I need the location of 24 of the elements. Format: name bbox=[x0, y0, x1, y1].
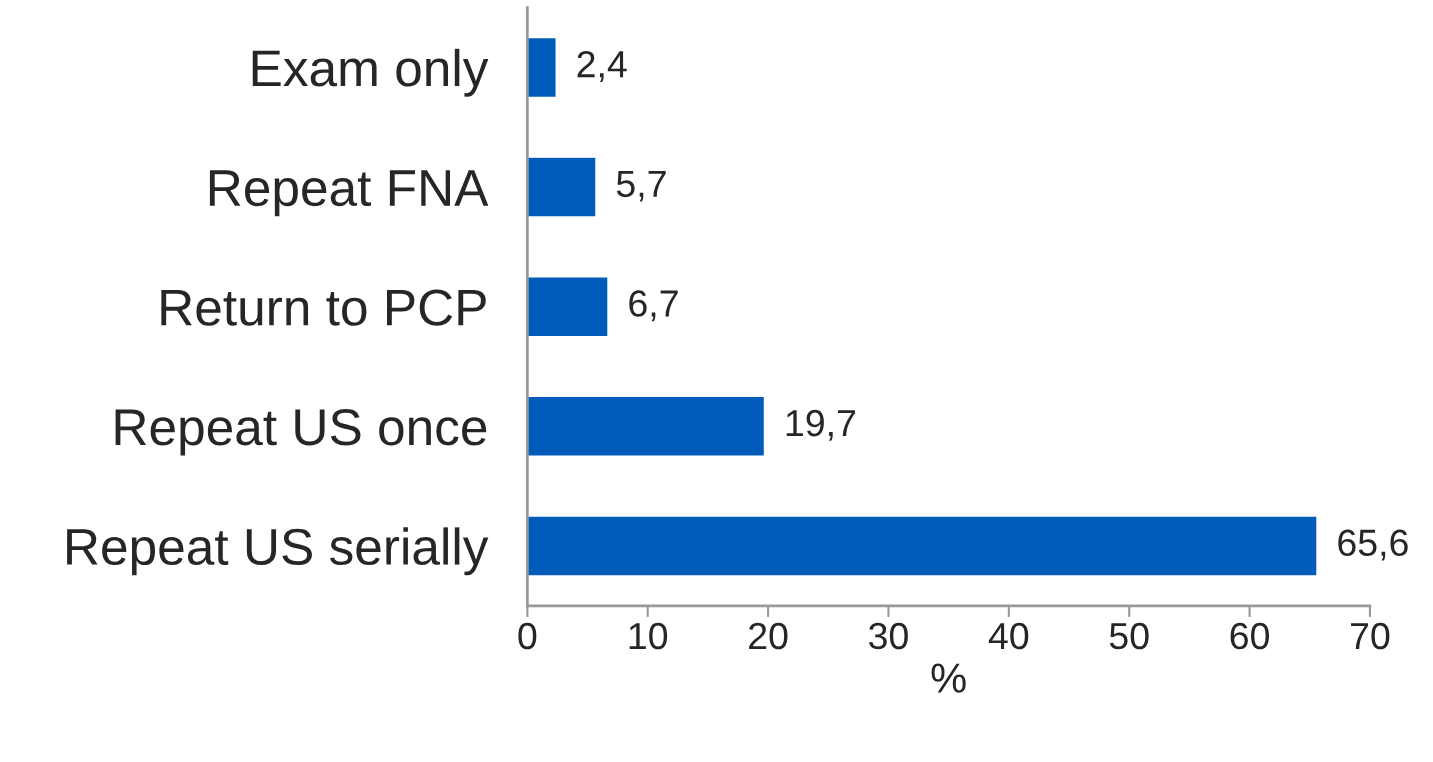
x-tick-label: 50 bbox=[1109, 622, 1149, 650]
x-tick-label: 40 bbox=[988, 622, 1029, 650]
y-tick-label: Repeat FNA bbox=[209, 170, 489, 217]
x-tick-label: 30 bbox=[869, 622, 908, 650]
y-tick-label: Repeat US once bbox=[115, 409, 487, 456]
x-axis-title: % bbox=[931, 663, 966, 693]
data-label: 65,6 bbox=[1338, 529, 1408, 561]
data-label: 6,7 bbox=[629, 290, 678, 322]
bar bbox=[527, 276, 609, 338]
y-tick-label: Return to PCP bbox=[161, 289, 486, 326]
y-tick-label: Repeat US serially bbox=[67, 527, 489, 576]
bar bbox=[527, 156, 597, 218]
data-label: 2,4 bbox=[577, 50, 627, 82]
x-tick-label: 0 bbox=[518, 622, 537, 650]
x-tick-label: 70 bbox=[1351, 622, 1390, 650]
x-tick-label: 10 bbox=[629, 622, 668, 650]
data-label: 5,7 bbox=[616, 170, 666, 202]
bar bbox=[527, 395, 766, 457]
x-tick-label: 60 bbox=[1230, 622, 1269, 650]
y-tick-label: Exam only bbox=[252, 48, 489, 97]
bar bbox=[527, 515, 1318, 577]
bar bbox=[527, 36, 557, 99]
data-label: 19,7 bbox=[786, 409, 856, 441]
x-tick-label: 20 bbox=[749, 622, 788, 650]
